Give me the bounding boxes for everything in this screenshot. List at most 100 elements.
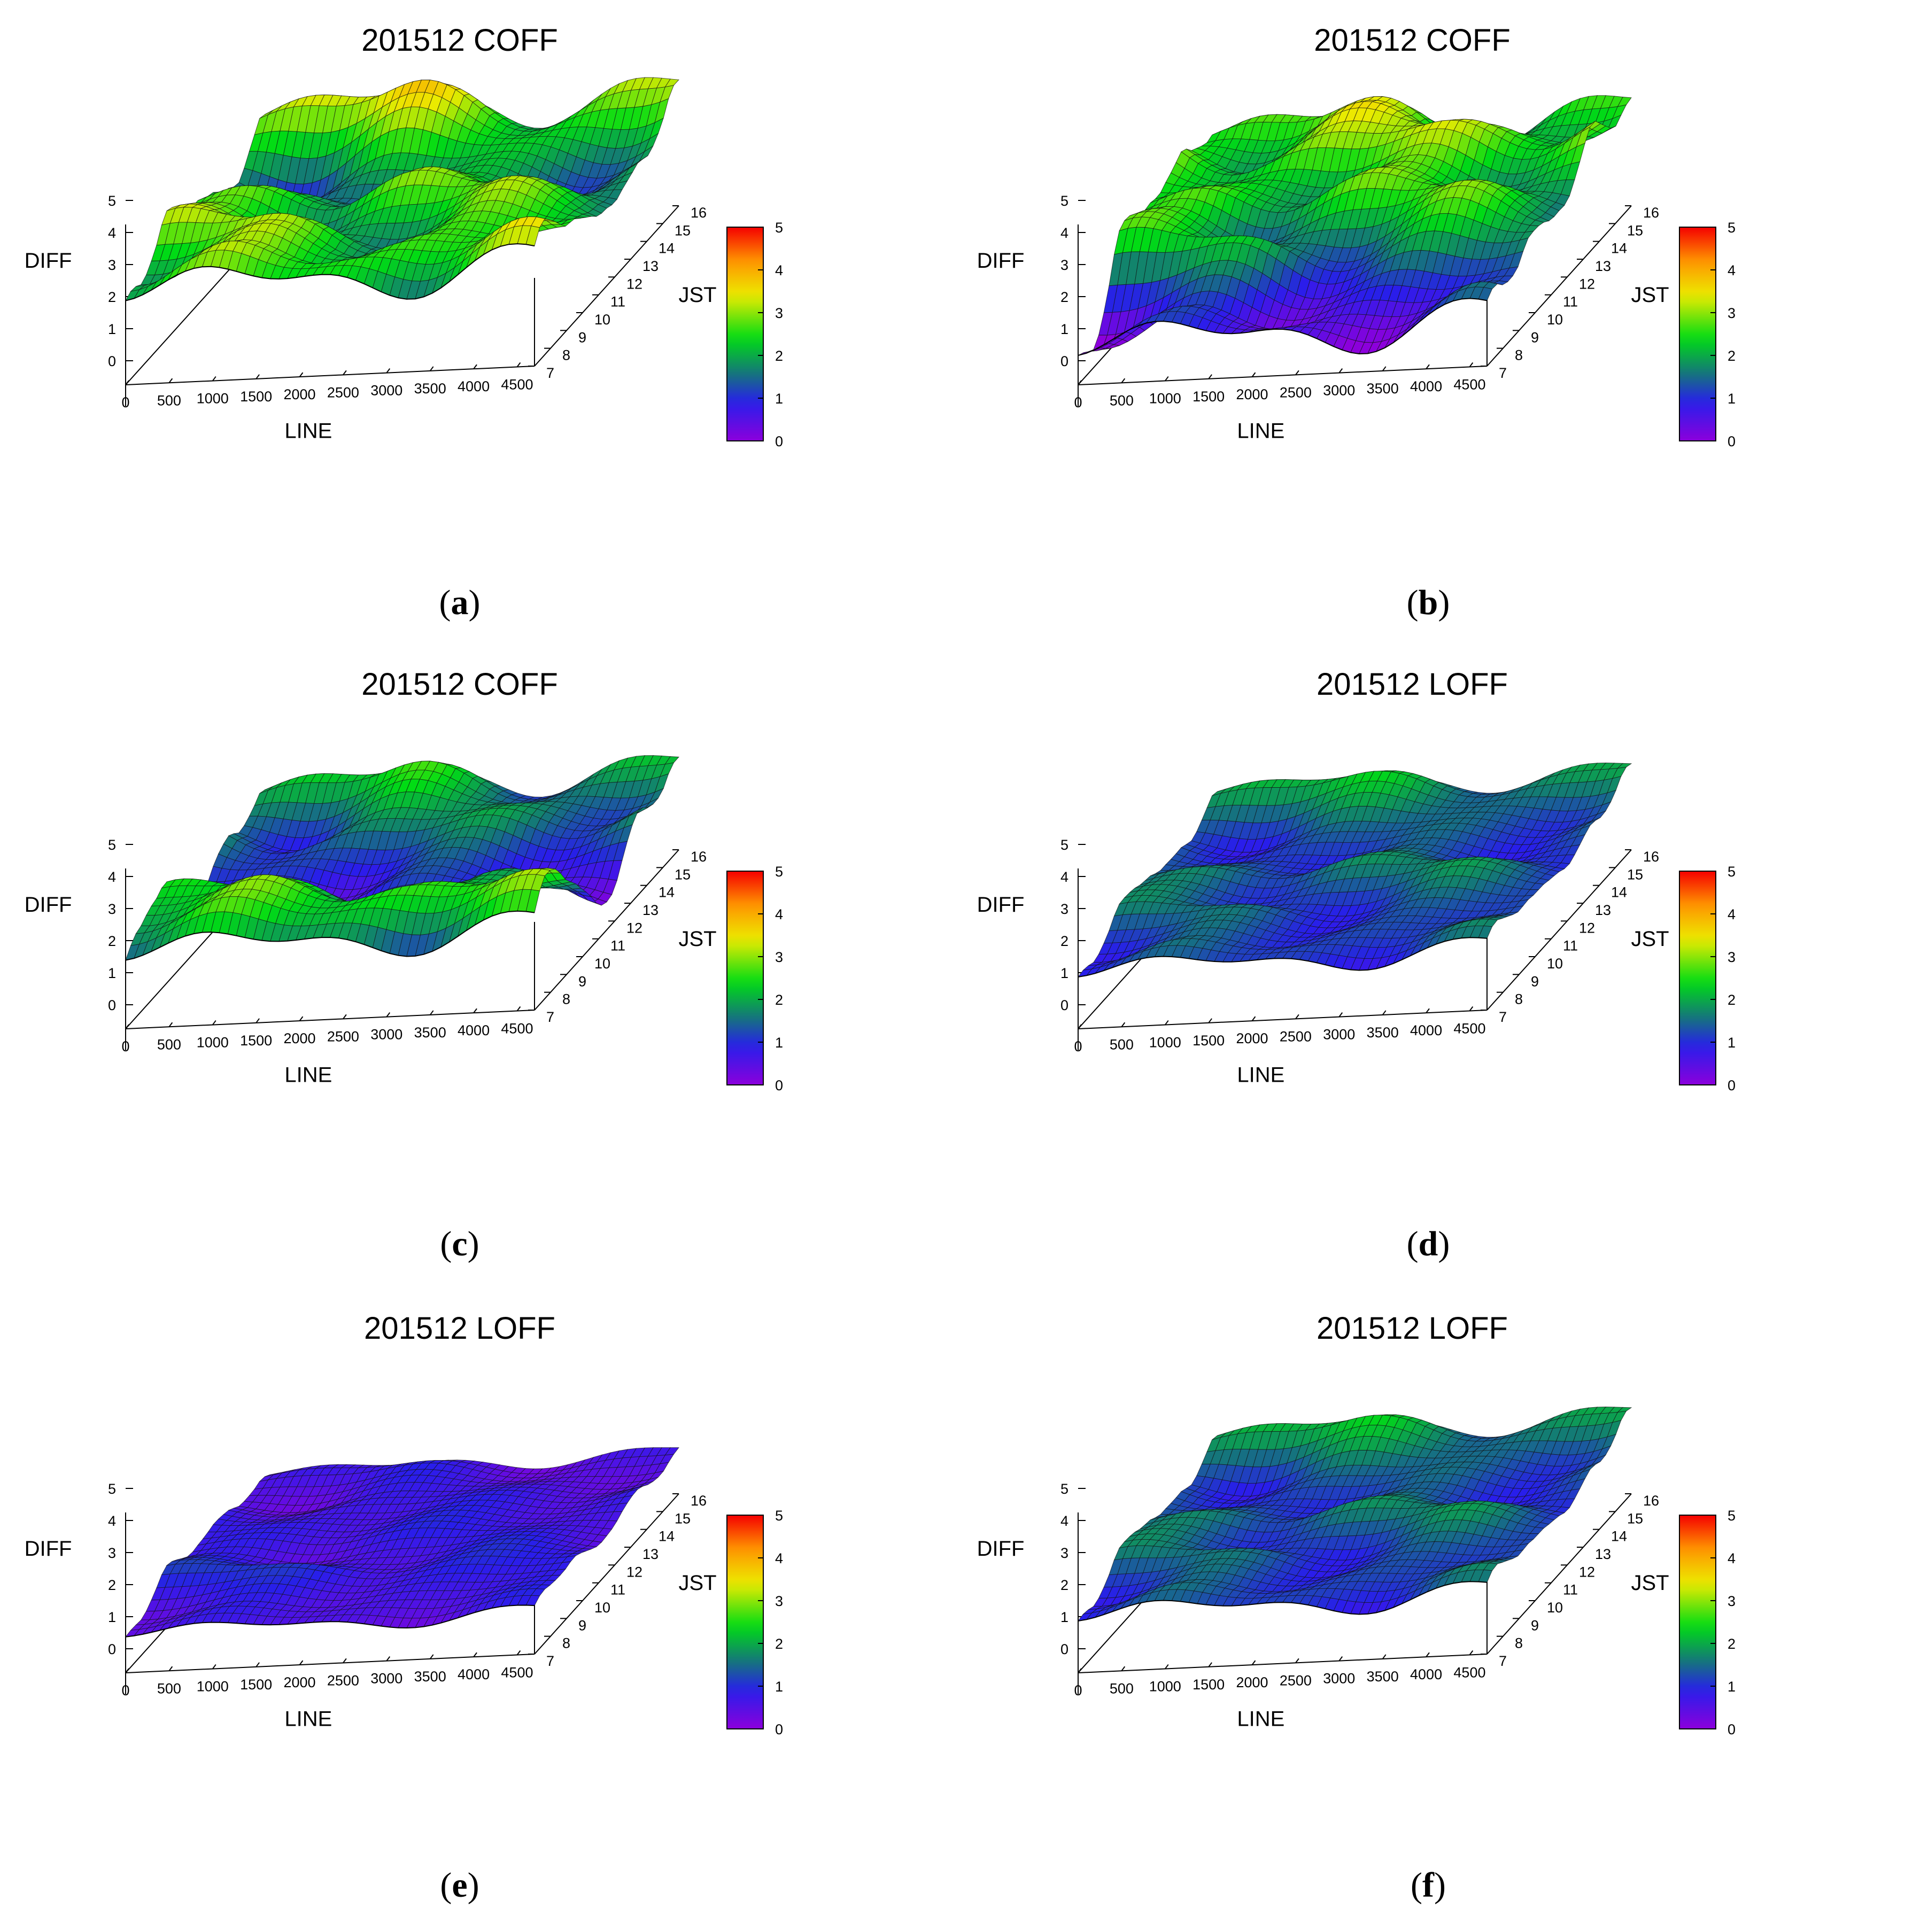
z-tick-label: 3 bbox=[1060, 901, 1068, 917]
z-axis-label: DIFF bbox=[25, 893, 72, 917]
x-tick-label: 2000 bbox=[1236, 386, 1268, 402]
x-tick-label: 2000 bbox=[1236, 1030, 1268, 1046]
y-axis-line bbox=[534, 205, 679, 367]
y-tick-label: 15 bbox=[1627, 866, 1643, 882]
colorbar-tick-label: 5 bbox=[1728, 220, 1736, 236]
colorbar-tick-label: 2 bbox=[775, 348, 783, 364]
z-axis-label: DIFF bbox=[977, 893, 1025, 917]
chart-panel-b: 201512 COFF 0 1 2 3 4 5 DIFF 0 500 1000 1500 2000 250… bbox=[952, 0, 1905, 644]
y-tick-label: 8 bbox=[562, 991, 570, 1007]
y-tick-label: 10 bbox=[1547, 956, 1563, 972]
x-tick bbox=[1164, 376, 1169, 382]
x-tick bbox=[473, 364, 477, 369]
x-tick bbox=[516, 362, 521, 368]
colorbar-tick-label: 4 bbox=[775, 906, 783, 922]
z-tick-label: 4 bbox=[108, 225, 116, 241]
z-tick-label: 5 bbox=[1060, 837, 1068, 853]
y-tick-label: 11 bbox=[1563, 294, 1578, 310]
x-tick-label: 0 bbox=[1074, 394, 1082, 410]
x-tick-label: 1000 bbox=[197, 1035, 229, 1051]
x-tick-label: 500 bbox=[157, 392, 181, 408]
x-tick-label: 4000 bbox=[1410, 1022, 1442, 1038]
colorbar-tick-label: 3 bbox=[775, 305, 783, 321]
y-tick-label: 8 bbox=[1515, 347, 1523, 363]
y-axis-label: JST bbox=[678, 927, 716, 951]
z-tick-label: 5 bbox=[1060, 193, 1068, 209]
x-tick bbox=[473, 1008, 477, 1013]
x-tick bbox=[299, 1016, 304, 1021]
z-tick-label: 3 bbox=[108, 257, 116, 273]
x-tick-label: 4500 bbox=[501, 1020, 533, 1036]
x-tick-label: 4500 bbox=[1453, 1020, 1485, 1036]
colorbar-tick-label: 1 bbox=[775, 391, 783, 407]
chart-panel-d: 201512 LOFF 0 1 2 3 4 5 DIFF 0 500 1000 1500 2000 250… bbox=[952, 644, 1905, 1288]
x-tick-label: 4000 bbox=[458, 1022, 490, 1038]
z-tick-label: 0 bbox=[1060, 997, 1068, 1013]
x-tick-label: 0 bbox=[121, 1038, 129, 1054]
x-tick-label: 3500 bbox=[414, 381, 446, 397]
y-tick-label: 15 bbox=[675, 222, 691, 238]
colorbar-tick-label: 4 bbox=[1728, 262, 1736, 278]
x-tick-label: 2500 bbox=[327, 1028, 359, 1044]
x-tick bbox=[1208, 374, 1212, 379]
x-tick-label: 500 bbox=[157, 1036, 181, 1052]
z-axis-label: DIFF bbox=[25, 249, 72, 273]
x-tick bbox=[343, 370, 347, 375]
z-tick-label: 0 bbox=[108, 353, 116, 369]
colorbar-tick-label: 3 bbox=[1728, 305, 1736, 321]
x-tick bbox=[125, 380, 129, 385]
y-tick-label: 14 bbox=[1611, 240, 1627, 257]
y-tick-label: 13 bbox=[1595, 902, 1611, 918]
x-tick bbox=[255, 1018, 260, 1023]
x-axis-line bbox=[125, 366, 535, 385]
x-tick-label: 2500 bbox=[1280, 1028, 1312, 1044]
colorbar-tick-label: 0 bbox=[1728, 433, 1736, 449]
x-tick bbox=[429, 1010, 434, 1015]
y-tick-label: 16 bbox=[1643, 205, 1659, 221]
surface-mesh bbox=[125, 755, 679, 961]
y-tick-label: 7 bbox=[546, 365, 554, 381]
colorbar-tick-label: 1 bbox=[775, 1035, 783, 1051]
x-tick-label: 1000 bbox=[1149, 1035, 1181, 1051]
x-tick-label: 3000 bbox=[1323, 383, 1355, 399]
colorbar-tick-label: 0 bbox=[775, 433, 783, 449]
caption-a: (a) bbox=[439, 583, 481, 622]
y-tick-label: 14 bbox=[1611, 884, 1627, 901]
chart-title: 201512 COFF bbox=[1314, 23, 1511, 58]
surface-front-edge bbox=[1078, 298, 1488, 356]
caption-b: (b) bbox=[1406, 583, 1450, 622]
x-tick-label: 500 bbox=[1110, 392, 1134, 408]
x-tick bbox=[168, 378, 173, 383]
y-tick-label: 15 bbox=[1627, 222, 1643, 238]
y-tick-label: 7 bbox=[1499, 1009, 1507, 1025]
x-tick bbox=[212, 1020, 216, 1026]
x-tick-label: 3500 bbox=[1367, 381, 1399, 397]
y-tick-label: 13 bbox=[1595, 258, 1611, 274]
x-tick bbox=[1338, 368, 1343, 374]
x-tick bbox=[255, 374, 260, 379]
x-tick-label: 1500 bbox=[240, 1033, 272, 1049]
x-tick-label: 0 bbox=[121, 394, 129, 410]
chart-title: 201512 LOFF bbox=[1317, 667, 1508, 702]
x-tick-label: 1000 bbox=[197, 391, 229, 407]
x-tick-label: 3000 bbox=[370, 383, 402, 399]
z-axis-label: DIFF bbox=[977, 249, 1025, 273]
z-tick-label: 4 bbox=[108, 869, 116, 885]
x-tick bbox=[168, 1022, 173, 1027]
z-tick-label: 1 bbox=[108, 321, 116, 337]
x-axis-label: LINE bbox=[284, 1063, 332, 1087]
y-tick-label: 12 bbox=[626, 276, 642, 292]
x-axis-label: LINE bbox=[284, 419, 332, 443]
colorbar-tick-label: 2 bbox=[775, 992, 783, 1008]
x-tick-label: 1500 bbox=[240, 389, 272, 405]
y-tick-label: 14 bbox=[659, 884, 675, 901]
x-tick bbox=[1295, 370, 1299, 375]
y-tick-label: 12 bbox=[626, 920, 642, 936]
y-tick-label: 8 bbox=[1515, 991, 1523, 1007]
y-axis-label: JST bbox=[1631, 283, 1669, 307]
y-tick-label: 8 bbox=[562, 347, 570, 363]
